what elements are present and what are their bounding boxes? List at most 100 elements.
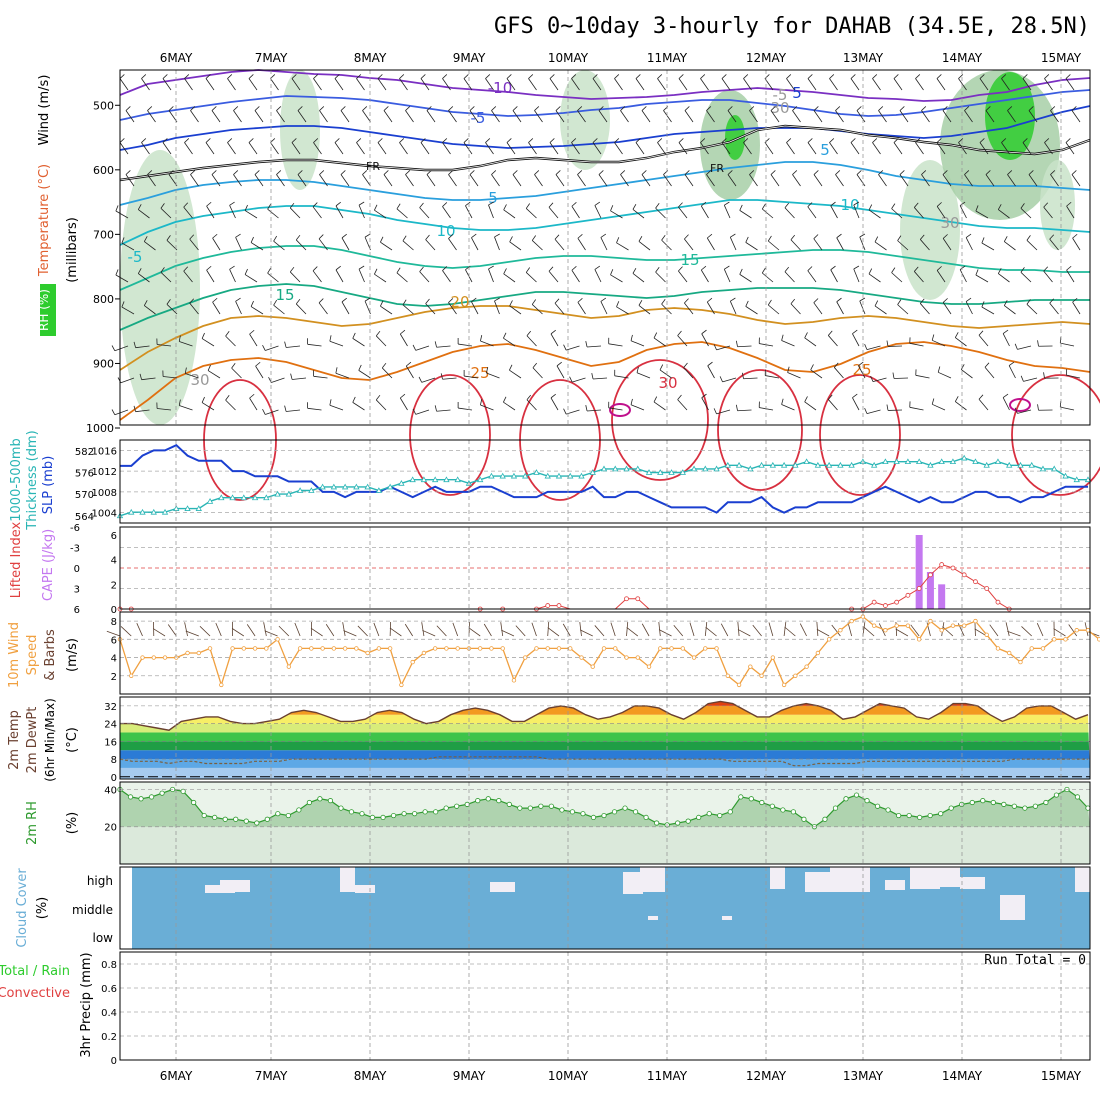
wind-barb [201,402,215,411]
wind-barb-flag [661,235,666,241]
date-label-bottom: 13MAY [843,1069,884,1083]
wind-barb [364,236,371,251]
wind-barb-flag [931,334,935,341]
wind-barb [593,377,608,380]
wind-barb-flag [964,106,970,111]
thickness-point [544,472,551,479]
wind-barb [1036,623,1044,637]
rh-point [359,811,365,817]
wind-barb-flag [835,106,841,111]
wind-barb-flag [402,299,407,306]
contour-label: 10 [436,222,455,240]
panel-axis-label: (m/s) [65,638,80,672]
rh-blob [1040,160,1075,250]
wind-barb-flag [506,138,512,143]
wind-barb [616,242,629,251]
wind-barb-flag [267,203,272,210]
cloud-gap [623,872,643,894]
wind-barb-flag [897,299,902,305]
wind-barb [663,110,672,123]
wind-barb [921,110,930,123]
wind-barb-flag [835,170,841,175]
wind-barb-flag [463,74,469,79]
thickness-point [814,461,822,468]
wind-barb [722,377,737,383]
wind-barb [310,627,323,637]
wind-barb [402,304,414,315]
wind-barb-flag [984,362,990,368]
wind-barb-flag [684,298,689,304]
wind-barb [600,301,608,315]
wind-barb-flag [313,138,319,143]
wind-barb [402,240,414,251]
wind-barb [955,337,967,347]
thickness-point [713,465,720,472]
wind-barb [229,205,236,219]
wind-barb [246,624,256,637]
wind-barb-flag [921,106,927,111]
rh-point [517,805,523,811]
wind-barb-flag [804,332,808,338]
wind-barb-flag [364,233,371,238]
wind-barb [716,409,731,415]
wind-barb [125,110,135,123]
wind-barb-flag [641,106,647,111]
wind-barb-flag [850,74,856,79]
wind-barb [509,369,522,379]
contour-label: 5 [820,141,830,159]
wind-barb [526,399,537,411]
wind-barb [610,274,623,283]
wind-barb-flag [358,201,365,206]
li-point [984,586,990,591]
contour-label: 30 [940,214,959,232]
wind-barb-flag [981,301,985,308]
temperature-contour [119,89,1091,121]
wind-barb [975,210,989,219]
wind-barb [868,273,881,283]
wind-barb-flag [225,395,230,401]
contour-label: 20 [450,293,469,311]
wind-barb [614,142,623,155]
wind-barb [1001,78,1010,91]
wind-barb-flag [235,233,241,238]
wind-speed-point [376,646,382,651]
wind-barb [335,269,344,283]
wind-speed-point [477,646,483,651]
temperature-contour-35 [1009,398,1031,412]
wind-barb [979,142,989,155]
wind-barb [942,238,952,251]
wind-barb-flag [610,269,614,275]
thickness-point [578,472,585,479]
thickness-point [555,472,563,479]
wind-barb [659,369,672,379]
wind-barb [1020,271,1032,283]
cloud-gap [1000,895,1025,920]
wind-barb [422,629,436,637]
wind-barb [610,622,616,637]
wind-barb [329,404,344,411]
wind-barb-flag [212,233,218,239]
wind-speed-point [162,655,168,660]
cloud-gap [648,916,658,920]
wind-barb-flag [400,329,406,335]
contour-label: 15 [680,251,699,269]
wind-barb-flag [577,298,583,303]
contour-label: -10 [488,79,513,97]
contour-label: 5 [792,84,802,102]
wind-speed-point [129,673,134,678]
wind-barb [1017,409,1032,414]
thickness-point [375,487,383,493]
wind-barb-flag [653,332,658,339]
wind-barb-flag [585,341,588,348]
temp-line [120,700,1089,731]
wind-barb [136,623,143,637]
wind-barb [899,110,909,123]
wind-barb-flag [419,202,424,208]
thickness-point [668,469,675,475]
wind-barb-flag [1071,170,1077,175]
wind-barb [614,375,629,379]
wind-barb-flag [383,170,389,175]
wind-barb-flag [719,376,723,383]
wind-barb [341,301,350,315]
